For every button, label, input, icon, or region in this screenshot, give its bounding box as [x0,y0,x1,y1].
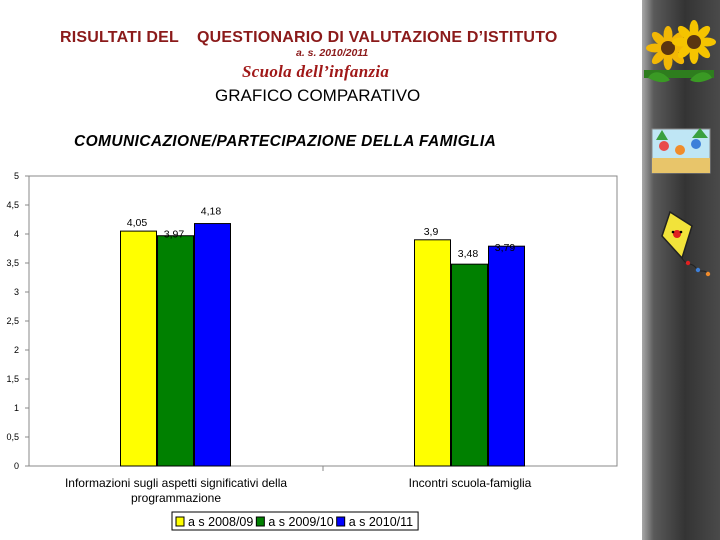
data-label: 3,48 [458,248,479,260]
bar [451,263,488,467]
data-label: 4,05 [127,217,148,229]
x-category-label: Informazioni sugli aspetti significativi… [65,476,287,490]
sunflower-icon [644,20,716,83]
data-label: 3,79 [495,242,516,254]
data-label: 3,97 [164,229,185,241]
y-tick-label: 0 [14,461,19,471]
bar [120,230,157,467]
y-tick-label: 3,5 [6,258,19,268]
data-label: 3,9 [424,226,439,238]
kite-icon [661,210,711,277]
y-tick-label: 5 [14,171,19,181]
legend-label: a s 2010/11 [349,515,413,529]
bar [157,235,194,467]
sidebar-icons [644,20,716,277]
legend-box [171,511,419,531]
bar [488,245,525,467]
legend-label: a s 2009/10 [268,515,333,529]
slide-heading: GRAFICO COMPARATIVO [215,86,421,105]
school-year: a. s. 2010/2011 [296,47,369,59]
chart-title: COMUNICAZIONE/PARTECIPAZIONE DELLA FAMIG… [74,133,497,150]
y-tick-label: 0,5 [6,432,19,442]
slide-title: RISULTATI DEL QUESTIONARIO DI VALUTAZIONE… [60,29,620,47]
bar-chart: 0 0,5 1 1,5 2 2,5 3 3,5 4 4,5 5 4,05 3,97 4,18 Informa… [6,171,618,531]
legend-label: a s 2008/09 [188,515,253,529]
legend-swatch [336,516,346,527]
bar [194,223,231,467]
y-tick-label: 2,5 [6,316,19,326]
legend-swatch [175,516,185,527]
slide-title-part1: RISULTATI DEL [60,29,180,46]
plot-area [28,175,618,467]
data-label: 4,18 [201,206,222,218]
legend-swatch [255,516,265,527]
y-tick-label: 1,5 [6,374,19,384]
bar [414,239,451,467]
y-tick-label: 1 [14,403,19,413]
school-name: Scuola dell’infanzia [242,62,390,81]
x-category-label: programmazione [131,491,221,505]
y-tick-label: 2 [14,345,19,355]
y-tick-label: 4 [14,229,19,239]
y-tick-label: 4,5 [6,200,19,210]
children-playing-icon [651,128,711,174]
y-tick-label: 3 [14,287,19,297]
x-category-label: Incontri scuola-famiglia [409,476,532,490]
decorative-sidebar [642,0,720,540]
slide-title-part2: QUESTIONARIO DI VALUTAZIONE D’ISTITUTO [197,29,558,46]
